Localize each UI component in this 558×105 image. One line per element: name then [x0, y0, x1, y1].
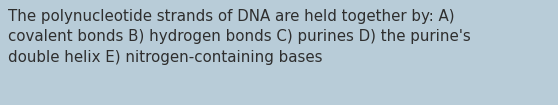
- Text: The polynucleotide strands of DNA are held together by: A)
covalent bonds B) hyd: The polynucleotide strands of DNA are he…: [8, 9, 471, 65]
